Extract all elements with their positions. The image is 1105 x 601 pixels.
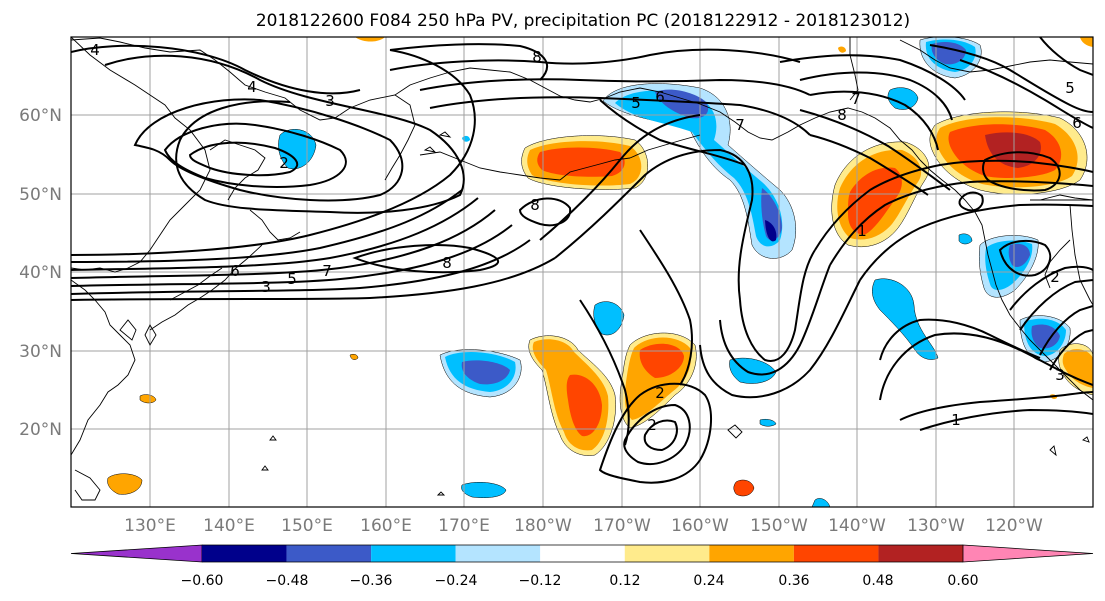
- latitude-labels: 60°N 50°N 40°N 30°N 20°N: [19, 106, 62, 440]
- colorbar-block: [202, 545, 287, 562]
- lon-label: 120°W: [985, 516, 1043, 536]
- lon-label: 150°E: [281, 516, 333, 536]
- contour-label: 7: [735, 116, 745, 134]
- contour-label: 8: [442, 254, 452, 272]
- colorbar-block: [371, 545, 456, 562]
- colorbar-tick-label: −0.24: [435, 573, 478, 589]
- contour-label: 6: [655, 88, 665, 106]
- colorbar-blocks: [70, 544, 1094, 563]
- colorbar-tick-label: 0.12: [609, 573, 640, 589]
- colorbar-block: [540, 545, 625, 562]
- colorbar-extend-high: [962, 544, 1094, 563]
- lon-label: 160°E: [360, 516, 412, 536]
- colorbar-tick-label: −0.36: [350, 573, 393, 589]
- colorbar-tick-labels: −0.60 −0.48 −0.36 −0.24 −0.12 0.12 0.24 …: [181, 573, 979, 589]
- colorbar-tick-label: −0.48: [266, 573, 309, 589]
- colorbar-tick-label: 0.36: [778, 573, 809, 589]
- colorbar-block: [709, 545, 794, 562]
- lat-label: 40°N: [19, 263, 62, 283]
- colorbar-tick-label: 0.60: [947, 573, 978, 589]
- contour-label: 4: [247, 78, 257, 96]
- lon-label: 170°W: [593, 516, 651, 536]
- contour-label: 6: [230, 262, 240, 280]
- contour-label: 5: [1065, 79, 1075, 97]
- colorbar-tick-label: −0.12: [519, 573, 562, 589]
- lon-label: 170°E: [438, 516, 490, 536]
- colorbar-block: [793, 545, 879, 562]
- contour-label: 5: [631, 94, 641, 112]
- contour-label: 8: [532, 48, 542, 66]
- lat-label: 20°N: [19, 420, 62, 440]
- pv-contours: [71, 37, 1093, 484]
- map-panel: 4 3 2 8 5 6 7 8 5 4 3 7 8 7 5 6 8 2 2 1: [70, 36, 1094, 508]
- figure-title: 2018122600 F084 250 hPa PV, precipitatio…: [256, 11, 910, 31]
- contour-label: 3: [325, 92, 335, 110]
- lon-label: 130°W: [907, 516, 965, 536]
- map-frame: [70, 36, 1094, 508]
- contour-label: 8: [530, 196, 540, 214]
- lat-label: 30°N: [19, 342, 62, 362]
- lon-label: 150°W: [750, 516, 808, 536]
- contour-label: 2: [647, 416, 657, 434]
- lon-label: 130°E: [124, 516, 176, 536]
- lon-label: 180°W: [514, 516, 572, 536]
- colorbar-block: [286, 545, 372, 562]
- colorbar-block: [878, 545, 963, 562]
- colorbar: −0.60 −0.48 −0.36 −0.24 −0.12 0.12 0.24 …: [70, 544, 1094, 589]
- contour-label: 3: [261, 278, 271, 296]
- contour-label: 1: [951, 411, 961, 429]
- coastlines: [71, 37, 1093, 501]
- colorbar-block: [624, 545, 710, 562]
- colorbar-block: [455, 545, 541, 562]
- lon-label: 140°W: [828, 516, 886, 536]
- longitude-labels: 130°E 140°E 150°E 160°E 170°E 180°W 170°…: [124, 516, 1043, 536]
- contour-label: 3: [1055, 366, 1065, 384]
- contour-label: 7: [851, 90, 861, 108]
- lat-label: 60°N: [19, 106, 62, 126]
- contour-label: 1: [857, 222, 867, 240]
- colorbar-extend-low: [70, 544, 203, 563]
- contour-labels: 4 3 2 8 5 6 7 8 5 4 3 7 8 7 5 6 8 2 2 1: [90, 41, 1082, 434]
- contour-label: 8: [837, 106, 847, 124]
- contour-label: 2: [1050, 268, 1060, 286]
- lon-label: 140°E: [203, 516, 255, 536]
- contour-label: 2: [655, 384, 665, 402]
- contour-label: 4: [90, 41, 100, 59]
- colorbar-tick-label: −0.60: [181, 573, 224, 589]
- contour-label: 2: [279, 154, 289, 172]
- colorbar-tick-label: 0.48: [862, 573, 893, 589]
- contour-label: 6: [1072, 114, 1082, 132]
- contour-label: 7: [322, 262, 332, 280]
- contour-label: 5: [287, 270, 297, 288]
- lon-label: 160°W: [671, 516, 729, 536]
- lat-label: 50°N: [19, 185, 62, 205]
- colorbar-tick-label: 0.24: [693, 573, 724, 589]
